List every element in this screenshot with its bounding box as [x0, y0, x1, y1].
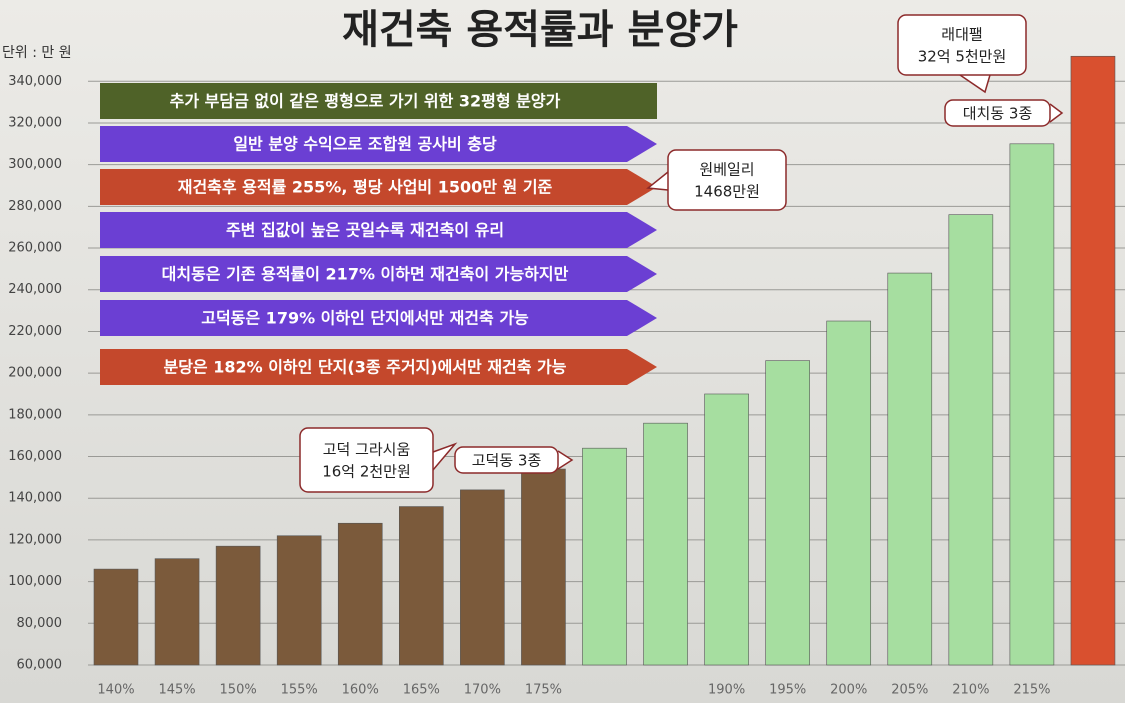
unit-label: 단위 : 만 원 — [2, 45, 72, 61]
callout-text: 원베일리 — [699, 161, 754, 179]
y-tick-label: 220,000 — [8, 324, 62, 339]
x-tick-label: 205% — [891, 683, 928, 698]
bar — [826, 320, 872, 666]
banner-text: 재건축후 용적률 255%, 평당 사업비 1500만 원 기준 — [178, 178, 553, 197]
x-tick-label: 215% — [1013, 683, 1050, 698]
chart-title: 재건축 용적률과 분양가 — [342, 7, 738, 53]
bar — [1070, 55, 1116, 666]
y-tick-label: 140,000 — [8, 491, 62, 506]
x-tick-label: 210% — [952, 683, 989, 698]
bar — [93, 568, 139, 666]
y-tick-label: 300,000 — [8, 157, 62, 172]
x-tick-label: 190% — [708, 683, 745, 698]
callout-pointer — [432, 442, 458, 471]
banner — [100, 126, 657, 162]
callout-text: 고덕 그라시움 — [323, 441, 411, 459]
callout-text: 고덕동 3종 — [472, 452, 542, 470]
callout-box — [454, 446, 559, 474]
bar — [582, 447, 627, 666]
x-tick-label: 155% — [281, 683, 318, 698]
banner — [100, 83, 657, 119]
y-tick-label: 100,000 — [8, 574, 62, 589]
y-tick-label: 340,000 — [8, 74, 62, 89]
y-tick-label: 200,000 — [8, 366, 62, 381]
callout-box — [299, 427, 434, 493]
bar — [337, 522, 383, 666]
callout-pointer — [557, 450, 574, 470]
x-tick-label: 150% — [220, 683, 257, 698]
banner-text: 고덕동은 179% 이하인 단지에서만 재건축 가능 — [201, 309, 529, 328]
banner — [100, 349, 657, 385]
callout-text: 대치동 3종 — [963, 105, 1033, 123]
bar — [643, 422, 688, 666]
callout-pointer — [1049, 103, 1064, 123]
bar — [704, 393, 749, 666]
bar — [215, 545, 261, 666]
bar — [887, 272, 933, 666]
banner-text: 주변 집값이 높은 곳일수록 재건축이 유리 — [226, 221, 504, 240]
y-tick-label: 60,000 — [17, 658, 63, 673]
x-tick-label: 145% — [158, 683, 195, 698]
banner — [100, 212, 657, 248]
bar — [521, 468, 566, 666]
callout-box — [667, 149, 787, 211]
x-tick-label: 170% — [464, 683, 501, 698]
callout-text: 래대팰 — [941, 26, 982, 44]
y-tick-label: 80,000 — [17, 616, 63, 631]
bar — [154, 558, 200, 666]
bar — [460, 489, 505, 666]
x-tick-label: 200% — [830, 683, 867, 698]
callout-pointer — [646, 171, 669, 191]
callout-box — [944, 99, 1051, 127]
callout-text: 16억 2천만원 — [322, 463, 411, 481]
x-tick-label: 160% — [342, 683, 379, 698]
bar — [1009, 143, 1055, 666]
banner — [100, 256, 657, 292]
x-tick-label: 165% — [403, 683, 440, 698]
y-tick-label: 320,000 — [8, 115, 62, 130]
banner — [100, 169, 657, 205]
callout-box — [897, 14, 1027, 76]
callout-text: 1468만원 — [694, 183, 760, 201]
x-tick-label: 175% — [525, 683, 562, 698]
banner — [100, 300, 657, 336]
x-tick-label: 195% — [769, 683, 806, 698]
y-tick-label: 180,000 — [8, 407, 62, 422]
y-tick-label: 160,000 — [8, 449, 62, 464]
banner-text: 분당은 182% 이하인 단지(3종 주거지)에서만 재건축 가능 — [163, 358, 566, 377]
bar — [276, 535, 322, 666]
callout-pointer — [959, 74, 991, 94]
banner-text: 대치동은 기존 용적률이 217% 이하면 재건축이 가능하지만 — [162, 265, 569, 284]
y-tick-label: 240,000 — [8, 282, 62, 297]
y-tick-label: 120,000 — [8, 532, 62, 547]
banner-text: 추가 부담금 없이 같은 평형으로 가기 위한 32평형 분양가 — [170, 92, 561, 111]
y-tick-label: 280,000 — [8, 199, 62, 214]
banner-text: 일반 분양 수익으로 조합원 공사비 충당 — [233, 135, 497, 154]
bar — [948, 214, 994, 666]
bar — [765, 360, 810, 666]
bar — [398, 506, 444, 666]
y-tick-label: 260,000 — [8, 241, 62, 256]
callout-text: 32억 5천만원 — [918, 48, 1007, 66]
x-tick-label: 140% — [97, 683, 134, 698]
